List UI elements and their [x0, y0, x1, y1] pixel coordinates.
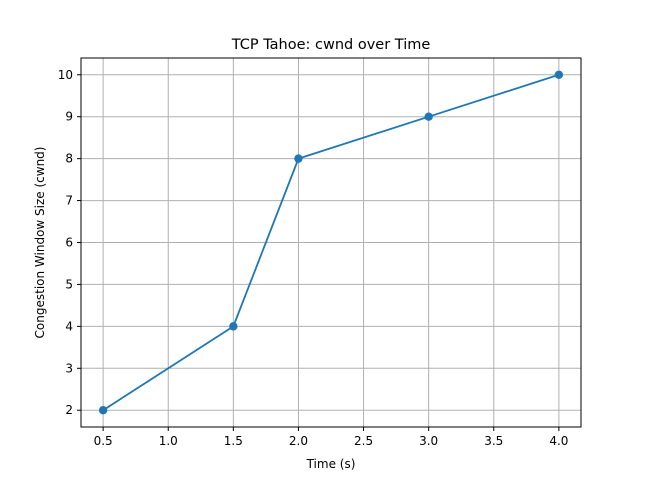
- axis-ticks: 0.5 1.0 1.5 2.0 2.5 3.0 3.5 4.0 2 3 4 5 6 7 8 9 10: [58, 68, 569, 448]
- y-tick-label: 5: [65, 277, 73, 291]
- data-point: [229, 322, 238, 331]
- y-tick-label: 9: [65, 110, 73, 124]
- data-point: [294, 154, 303, 163]
- x-tick-label: 2.5: [354, 434, 373, 448]
- grid: [81, 58, 581, 427]
- y-tick-label: 4: [65, 319, 73, 333]
- y-tick-label: 10: [58, 68, 73, 82]
- x-tick-label: 3.0: [419, 434, 438, 448]
- y-tick-label: 3: [65, 361, 73, 375]
- data-point: [98, 406, 108, 415]
- y-tick-label: 2: [65, 403, 73, 417]
- chart-title: TCP Tahoe: cwnd over Time: [231, 37, 431, 53]
- series-layer: [98, 70, 564, 415]
- x-tick-label: 2.0: [289, 434, 308, 448]
- x-axis-label: Time (s): [306, 457, 356, 471]
- y-axis-label: Congestion Window Size (cwnd): [33, 147, 47, 339]
- x-tick-label: 0.5: [94, 434, 113, 448]
- x-tick-label: 4.0: [549, 434, 568, 448]
- x-tick-label: 1.0: [159, 434, 178, 448]
- data-point: [424, 112, 433, 121]
- y-tick-label: 8: [65, 152, 73, 166]
- x-tick-label: 3.5: [484, 434, 503, 448]
- y-tick-label: 7: [65, 194, 73, 208]
- y-tick-label: 6: [65, 236, 73, 250]
- data-point: [554, 70, 564, 79]
- x-tick-label: 1.5: [224, 434, 243, 448]
